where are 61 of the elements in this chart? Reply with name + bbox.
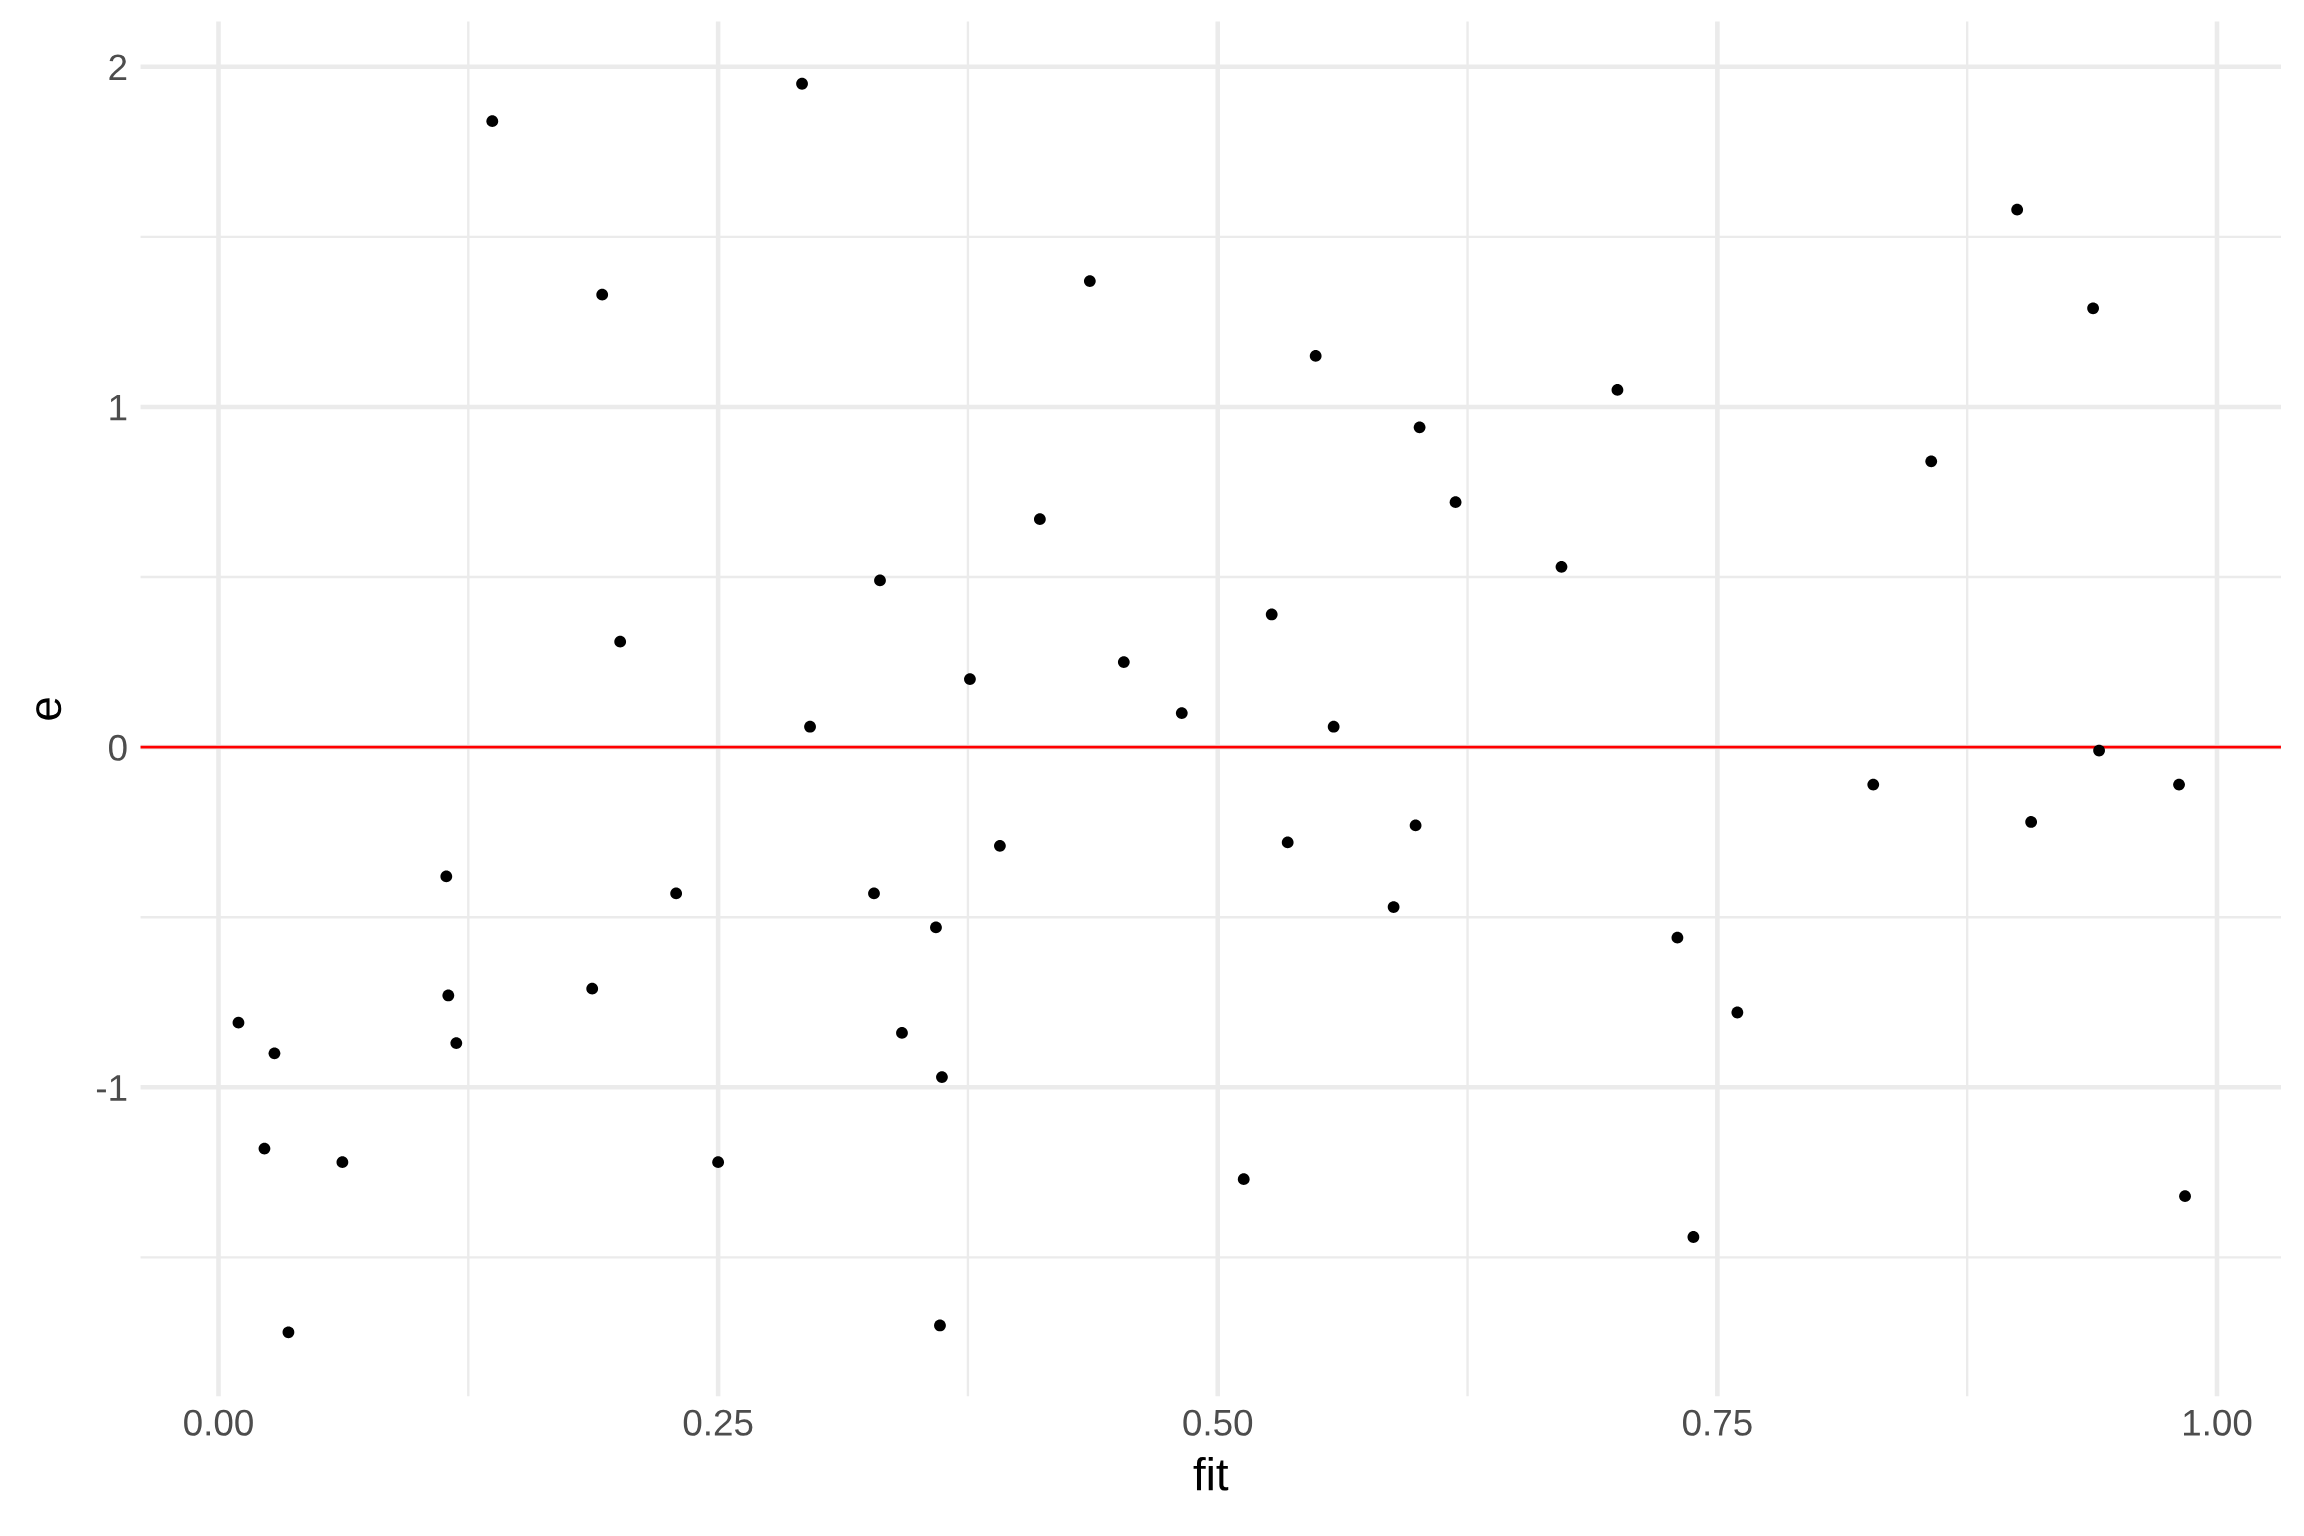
point [1117,656,1130,668]
point [268,1047,281,1060]
point [936,1071,948,1084]
point [1327,720,1340,733]
point [450,1037,463,1049]
point [586,982,599,995]
point [1175,707,1188,720]
point [486,115,499,128]
point [1409,819,1422,832]
point [1687,1231,1700,1243]
y-tick-label: 1 [110,394,127,421]
x-tick-label: 0.50 [1183,1409,1253,1436]
x-tick-label: 0.00 [184,1409,253,1436]
point [1555,560,1568,573]
point [1281,836,1294,849]
y-tick-label: 2 [109,54,127,81]
y-tick-label: 0 [109,734,127,761]
point [1671,931,1684,944]
point [1265,608,1278,621]
point [796,77,808,90]
point [596,288,609,301]
point [1449,496,1462,509]
point [670,887,683,900]
y-axis-title: e [36,698,62,720]
x-tick-label: 0.25 [683,1409,753,1436]
point [934,1319,946,1332]
point [1033,513,1046,526]
point [282,1326,295,1339]
x-tick-label: 0.75 [1683,1409,1752,1436]
point [1387,901,1400,913]
point [930,921,942,934]
point [994,839,1006,852]
y-tick-label: -1 [96,1075,127,1101]
point [804,720,816,733]
point [1731,1006,1744,1019]
point [442,989,455,1002]
point [874,574,886,587]
point [336,1156,349,1169]
point [2087,302,2099,315]
point [1083,275,1096,287]
point [440,870,453,883]
x-axis-title: fit [1193,1456,1229,1491]
point [2093,744,2105,757]
point [2011,203,2024,216]
point [258,1142,271,1155]
point [868,887,880,900]
point [896,1027,908,1039]
point [1925,455,1938,468]
point [232,1016,245,1029]
point [2179,1190,2191,1203]
x-tick-label: 1.00 [2184,1409,2252,1436]
point [712,1156,725,1169]
point [964,673,976,685]
point [2173,778,2185,791]
point [1413,421,1426,434]
point [2025,816,2038,828]
point [1237,1173,1250,1186]
point [1611,384,1624,396]
point [1867,778,1880,791]
point [1309,350,1322,362]
point [614,635,627,648]
